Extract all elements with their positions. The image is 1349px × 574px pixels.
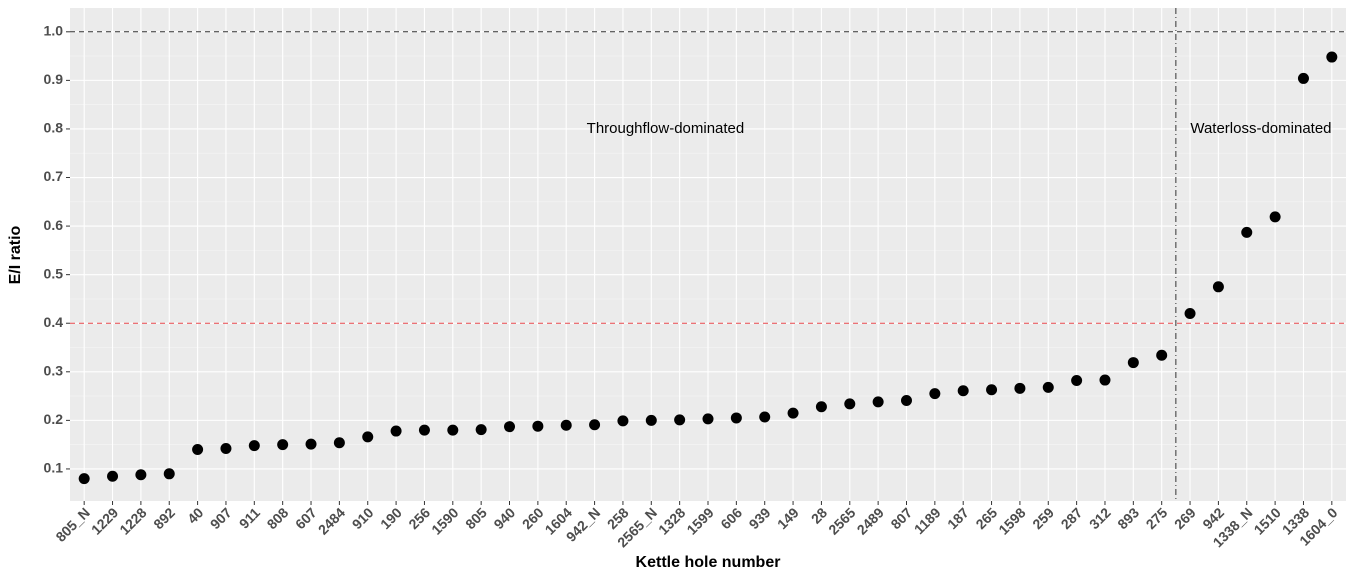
- x-tick-label: 149: [774, 504, 802, 532]
- point: [504, 421, 516, 433]
- point: [589, 419, 601, 431]
- point: [759, 411, 771, 423]
- y-tick-label: 0.6: [44, 217, 64, 233]
- point: [617, 415, 629, 427]
- x-tick-label: 805: [462, 504, 490, 532]
- y-tick-label: 1.0: [44, 23, 64, 39]
- x-tick-label: 807: [887, 504, 915, 532]
- x-tick-label: 893: [1114, 504, 1142, 532]
- x-tick-label: 940: [490, 504, 518, 532]
- x-tick-label: 287: [1058, 504, 1086, 532]
- point: [1212, 281, 1224, 293]
- point: [362, 431, 374, 443]
- x-tick-label: 1599: [683, 504, 716, 537]
- point: [1156, 349, 1168, 361]
- point: [248, 440, 260, 452]
- point: [1269, 211, 1281, 223]
- y-tick-label: 0.4: [44, 314, 64, 330]
- point: [787, 407, 799, 419]
- x-tick-label: 2565: [825, 504, 858, 537]
- point: [560, 419, 572, 431]
- point: [1241, 226, 1253, 238]
- x-tick-label: 907: [207, 504, 235, 532]
- point: [1099, 374, 1111, 386]
- annotation: Waterloss-dominated: [1190, 120, 1331, 137]
- point: [390, 425, 402, 437]
- y-axis-title: E/I ratio: [7, 225, 24, 284]
- x-tick-label: 1598: [995, 504, 1028, 537]
- x-tick-label: 606: [717, 504, 745, 532]
- point: [1071, 375, 1083, 387]
- x-tick-label: 1590: [428, 504, 461, 537]
- x-tick-label: 1228: [116, 504, 149, 537]
- x-tick-label: 275: [1143, 504, 1171, 532]
- point: [475, 424, 487, 436]
- annotation: Throughflow-dominated: [587, 120, 745, 137]
- y-tick-label: 0.9: [44, 71, 64, 87]
- point: [1184, 308, 1196, 320]
- x-tick-label: 1229: [88, 504, 121, 537]
- x-tick-label: 910: [349, 504, 377, 532]
- point: [192, 444, 204, 456]
- point: [277, 439, 289, 451]
- point: [645, 414, 657, 426]
- x-axis-title: Kettle hole number: [636, 554, 781, 571]
- y-tick-label: 0.5: [44, 265, 64, 281]
- point: [674, 414, 686, 426]
- point: [815, 401, 827, 413]
- y-tick-label: 0.8: [44, 120, 64, 136]
- point: [1127, 357, 1139, 369]
- point: [532, 420, 544, 432]
- x-tick-label: 892: [150, 504, 178, 532]
- point: [1014, 382, 1026, 394]
- point: [107, 470, 119, 482]
- point: [1326, 51, 1338, 63]
- x-tick-label: 269: [1171, 504, 1199, 532]
- point: [447, 424, 459, 436]
- point: [163, 468, 175, 480]
- y-tick-label: 0.3: [44, 363, 64, 379]
- x-tick-label: 40: [184, 504, 206, 526]
- point: [1297, 72, 1309, 84]
- x-tick-label: 312: [1086, 504, 1114, 532]
- x-tick-label: 1328: [655, 504, 688, 537]
- y-tick-label: 0.1: [44, 460, 64, 476]
- x-tick-label: 1510: [1251, 504, 1284, 537]
- x-tick-label: 808: [264, 504, 292, 532]
- point: [844, 398, 856, 410]
- point: [135, 469, 147, 481]
- point: [957, 385, 969, 397]
- point: [220, 443, 232, 455]
- point: [78, 473, 90, 485]
- point: [900, 394, 912, 406]
- point: [872, 396, 884, 408]
- x-tick-label: 259: [1029, 504, 1057, 532]
- point: [418, 424, 430, 436]
- x-tick-label: 187: [944, 504, 972, 532]
- x-tick-label: 2484: [315, 504, 348, 537]
- point: [986, 384, 998, 396]
- x-tick-label: 2489: [854, 504, 887, 537]
- x-tick-label: 911: [236, 504, 263, 531]
- point: [929, 388, 941, 400]
- point: [702, 413, 714, 425]
- point: [730, 412, 742, 424]
- x-tick-label: 190: [377, 504, 405, 532]
- y-tick-label: 0.2: [44, 411, 64, 427]
- point: [305, 438, 317, 450]
- x-tick-label: 939: [746, 504, 774, 532]
- x-tick-label: 1189: [911, 504, 944, 537]
- point: [1042, 381, 1054, 393]
- x-tick-label: 805_N: [52, 504, 92, 544]
- y-tick-label: 0.7: [44, 168, 64, 184]
- point: [333, 437, 345, 449]
